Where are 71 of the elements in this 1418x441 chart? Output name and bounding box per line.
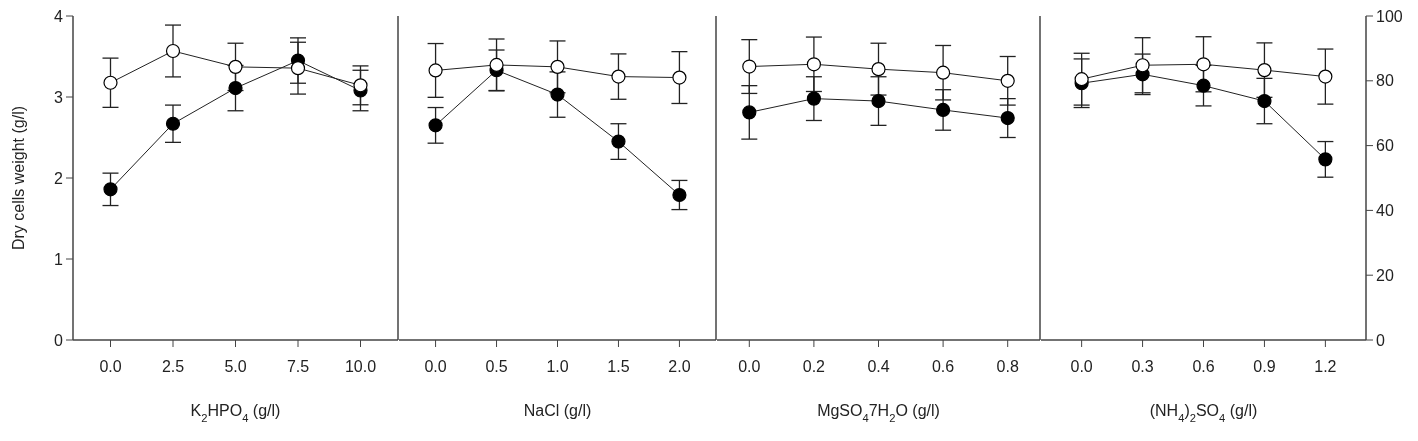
- point: [1000, 73, 1015, 88]
- point: [1318, 69, 1333, 84]
- point: [290, 61, 306, 76]
- x-tick-label: 1.5: [607, 358, 630, 376]
- x-tick-label: 2.0: [668, 358, 691, 376]
- point: [742, 105, 757, 120]
- x-tick-label: 0.3: [1131, 358, 1154, 376]
- x-tick-label: 2.5: [161, 358, 185, 376]
- x-tick-label: 0.2: [802, 358, 826, 376]
- point: [1074, 72, 1089, 87]
- x-tick-label: 0.9: [1253, 358, 1276, 376]
- point: [228, 80, 243, 96]
- point: [1135, 58, 1150, 73]
- y2-tick-label: 100: [1376, 7, 1403, 25]
- y2-tick-label: 40: [1376, 201, 1394, 219]
- point: [871, 62, 886, 77]
- x-tick-label: 1.0: [546, 358, 569, 376]
- y-tick-label: 3: [54, 88, 64, 106]
- point: [103, 182, 118, 197]
- x-tick-label: 0.0: [1070, 358, 1093, 376]
- x-tick-label: 5.0: [224, 358, 247, 376]
- point: [165, 116, 181, 131]
- point: [428, 118, 443, 133]
- point: [742, 59, 757, 74]
- x-tick-label: 0.0: [99, 358, 122, 376]
- x-tick-label: 10.0: [344, 358, 377, 376]
- point: [228, 59, 243, 74]
- y-tick-label: 4: [54, 7, 64, 25]
- point: [672, 70, 687, 85]
- point: [936, 65, 951, 80]
- x-axis-title: K$_{2}$HPO$_{4}$ (g/l): [190, 402, 281, 424]
- x-axis-title: NaCl (g/l): [523, 402, 592, 419]
- y-tick-label: 0: [54, 331, 64, 349]
- y2-tick-label: 0: [1376, 331, 1385, 349]
- point: [1000, 110, 1015, 126]
- point: [103, 75, 118, 90]
- point: [1196, 78, 1211, 93]
- point: [550, 59, 565, 74]
- x-tick-label: 1.2: [1314, 358, 1337, 376]
- point: [611, 134, 626, 149]
- y2-tick-label: 60: [1376, 137, 1394, 155]
- x-tick-label: 0.4: [867, 358, 890, 376]
- x-axis-title: MgSO$_{4}$7H$_{2}$O (g/l): [817, 402, 940, 424]
- x-tick-label: 0.6: [931, 358, 955, 376]
- y-tick-label: 2: [54, 169, 64, 187]
- x-tick-label: 0.0: [424, 358, 447, 376]
- y2-tick-label: 20: [1376, 266, 1394, 284]
- point: [1318, 152, 1333, 167]
- point: [1257, 63, 1272, 78]
- x-tick-label: 0.5: [485, 358, 508, 376]
- point: [611, 69, 626, 84]
- point: [806, 91, 821, 106]
- point: [936, 102, 951, 118]
- point: [550, 87, 565, 102]
- point: [165, 43, 181, 59]
- x-tick-label: 7.5: [286, 358, 310, 376]
- y-axis-title: Dry cells weight (g/l): [10, 105, 28, 251]
- point: [1257, 93, 1272, 109]
- y-tick-label: 1: [54, 250, 64, 268]
- x-tick-label: 0.0: [738, 358, 761, 376]
- point: [871, 93, 886, 109]
- point: [353, 78, 368, 93]
- x-axis-title: (NH$_{4}$)$_{2}$SO$_{4}$ (g/l): [1149, 402, 1258, 424]
- point: [428, 63, 443, 78]
- point: [489, 57, 504, 73]
- x-tick-label: 0.6: [1192, 358, 1215, 376]
- point: [1196, 57, 1211, 72]
- x-tick-label: 0.8: [996, 358, 1019, 376]
- point: [806, 57, 821, 72]
- point: [672, 187, 687, 203]
- y2-tick-label: 80: [1376, 72, 1394, 90]
